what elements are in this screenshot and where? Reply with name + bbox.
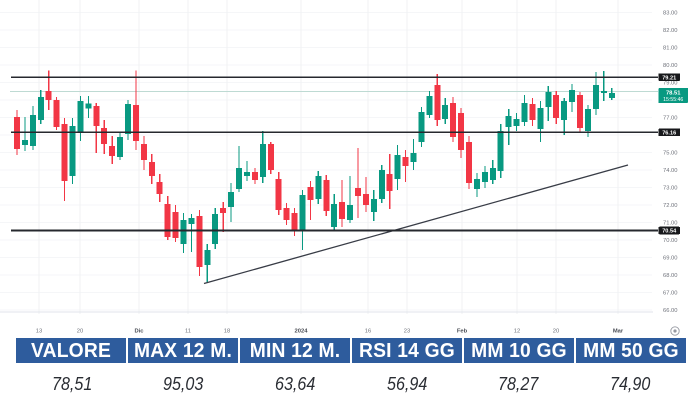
svg-text:81.00: 81.00 [663, 46, 678, 52]
svg-text:13: 13 [36, 329, 42, 335]
svg-text:11: 11 [185, 329, 191, 335]
svg-text:83.00: 83.00 [663, 11, 678, 17]
svg-text:73.00: 73.00 [663, 185, 678, 191]
svg-text:Mar: Mar [613, 329, 624, 335]
svg-text:20: 20 [77, 329, 83, 335]
svg-text:74.00: 74.00 [663, 168, 678, 174]
svg-text:72.00: 72.00 [663, 203, 678, 209]
svg-text:71.00: 71.00 [663, 220, 678, 226]
svg-text:69.00: 69.00 [663, 255, 678, 261]
svg-text:70.54: 70.54 [662, 229, 677, 235]
svg-text:16: 16 [365, 329, 371, 335]
svg-text:68.00: 68.00 [663, 273, 678, 279]
svg-text:2024: 2024 [295, 329, 309, 335]
svg-text:67.00: 67.00 [663, 290, 678, 296]
svg-text:79.21: 79.21 [662, 75, 676, 81]
svg-text:15:55:46: 15:55:46 [663, 97, 683, 103]
svg-text:23: 23 [404, 329, 410, 335]
svg-text:78.51: 78.51 [666, 91, 681, 97]
svg-text:79.00: 79.00 [663, 81, 678, 87]
svg-text:12: 12 [514, 329, 520, 335]
svg-text:Dic: Dic [134, 329, 144, 335]
svg-text:20: 20 [553, 329, 559, 335]
svg-text:76.16: 76.16 [662, 131, 676, 137]
svg-text:18: 18 [224, 329, 230, 335]
svg-text:66.00: 66.00 [663, 308, 678, 314]
svg-text:77.00: 77.00 [663, 116, 678, 122]
svg-text:82.00: 82.00 [663, 28, 678, 34]
svg-text:70.00: 70.00 [663, 238, 678, 244]
svg-text:Feb: Feb [457, 329, 468, 335]
svg-text:75.00: 75.00 [663, 150, 678, 156]
svg-text:80.00: 80.00 [663, 63, 678, 69]
